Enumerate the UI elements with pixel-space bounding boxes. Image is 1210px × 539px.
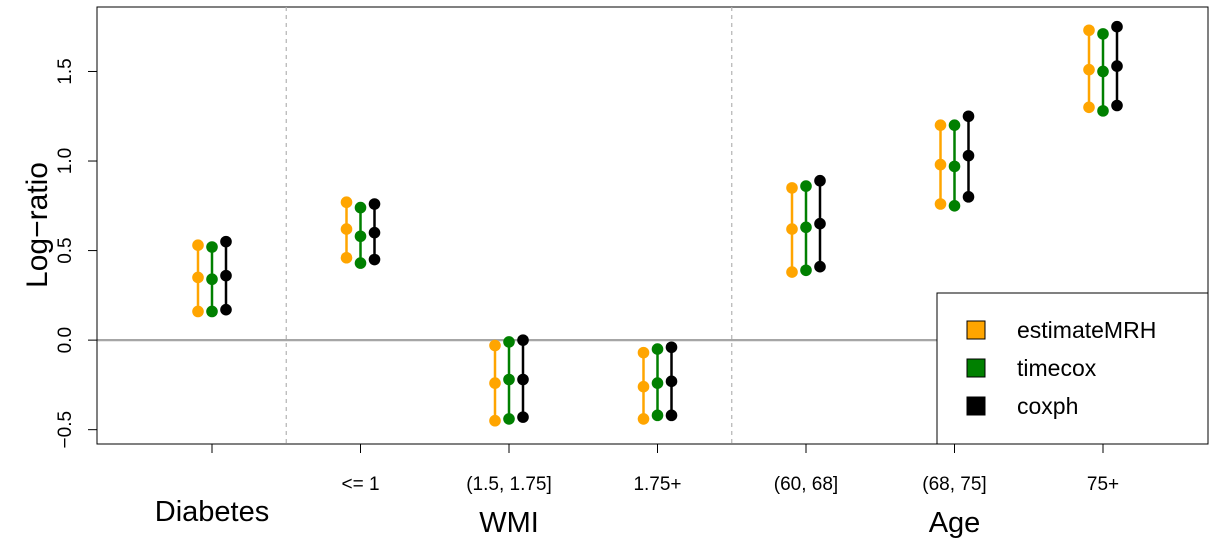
point-low-coxph (517, 411, 529, 423)
point-mid-estimateMRH (192, 271, 204, 284)
x-tick-label: (60, 68] (774, 474, 838, 495)
y-tick-label: −0.5 (55, 411, 76, 449)
point-high-estimateMRH (489, 339, 501, 352)
point-high-coxph (962, 110, 975, 123)
x-tick-label: 1.75+ (633, 474, 681, 495)
point-low-coxph (368, 253, 381, 266)
point-high-coxph (814, 174, 826, 187)
point-low-coxph (1111, 99, 1123, 112)
point-low-coxph (814, 260, 826, 273)
group-label: Age (929, 507, 981, 539)
point-low-timecox (948, 199, 961, 212)
point-high-estimateMRH (934, 119, 947, 132)
point-low-estimateMRH (489, 414, 501, 427)
point-mid-timecox (651, 377, 664, 389)
y-tick-label: 1.5 (55, 58, 76, 84)
point-high-timecox (503, 336, 515, 348)
point-low-estimateMRH (340, 251, 353, 264)
point-mid-estimateMRH (934, 158, 947, 171)
point-mid-timecox (503, 373, 515, 386)
series-layer (192, 20, 1123, 427)
point-mid-estimateMRH (1083, 63, 1095, 76)
point-mid-estimateMRH (637, 380, 650, 393)
point-mid-estimateMRH (340, 223, 353, 235)
point-high-coxph (1111, 20, 1123, 33)
point-low-timecox (800, 264, 812, 277)
point-mid-timecox (354, 230, 367, 243)
group-label: WMI (479, 507, 539, 539)
point-mid-timecox (206, 273, 218, 286)
point-high-timecox (354, 201, 367, 214)
point-low-timecox (1097, 105, 1109, 117)
point-high-timecox (1097, 28, 1109, 40)
point-low-estimateMRH (786, 266, 798, 278)
point-low-timecox (503, 413, 515, 425)
y-axis-title: Log−ratio (21, 162, 54, 288)
point-mid-timecox (1097, 65, 1109, 78)
point-high-estimateMRH (786, 182, 798, 194)
x-tick-label: 75+ (1087, 474, 1119, 495)
point-low-estimateMRH (934, 198, 947, 210)
point-high-timecox (800, 180, 812, 192)
point-high-estimateMRH (637, 346, 650, 359)
point-high-timecox (651, 343, 664, 355)
x-tick-label: (1.5, 1.75] (466, 474, 552, 495)
point-high-coxph (665, 341, 678, 354)
point-low-timecox (354, 257, 367, 269)
point-mid-timecox (948, 160, 961, 173)
point-high-timecox (948, 119, 961, 132)
point-low-coxph (665, 409, 678, 422)
point-mid-coxph (220, 269, 232, 282)
point-high-estimateMRH (340, 196, 353, 209)
legend-label-coxph: coxph (1017, 393, 1078, 419)
y-tick-label: 0.0 (55, 327, 76, 353)
y-tick-label: 1.0 (55, 148, 76, 174)
x-tick-label: (68, 75] (922, 474, 986, 495)
point-low-coxph (220, 303, 232, 316)
legend-swatch-timecox (966, 358, 986, 378)
point-high-estimateMRH (1083, 24, 1095, 37)
legend-label-estimateMRH: estimateMRH (1017, 317, 1156, 343)
point-mid-coxph (368, 226, 381, 239)
legend: estimateMRH timecox coxph (936, 292, 1209, 445)
point-high-coxph (517, 334, 529, 346)
point-high-coxph (368, 198, 381, 210)
point-high-coxph (220, 235, 232, 248)
group-label: Diabetes (155, 496, 269, 528)
point-mid-coxph (665, 375, 678, 388)
point-high-estimateMRH (192, 239, 204, 252)
point-low-estimateMRH (1083, 101, 1095, 114)
point-mid-coxph (517, 373, 529, 386)
point-high-timecox (206, 241, 218, 253)
point-mid-timecox (800, 221, 812, 234)
y-tick-label: 0.5 (55, 237, 76, 263)
point-low-timecox (651, 409, 664, 422)
point-low-estimateMRH (192, 305, 204, 318)
point-mid-estimateMRH (489, 377, 501, 389)
point-low-coxph (962, 191, 975, 203)
point-mid-coxph (962, 149, 975, 162)
point-mid-coxph (814, 217, 826, 230)
legend-swatch-coxph (966, 396, 986, 416)
point-low-timecox (206, 305, 218, 318)
x-tick-label: <= 1 (341, 474, 379, 495)
point-mid-estimateMRH (786, 223, 798, 235)
legend-swatch-estimateMRH (966, 320, 986, 340)
point-low-estimateMRH (637, 413, 650, 425)
legend-label-timecox: timecox (1017, 355, 1097, 381)
point-mid-coxph (1111, 60, 1123, 72)
